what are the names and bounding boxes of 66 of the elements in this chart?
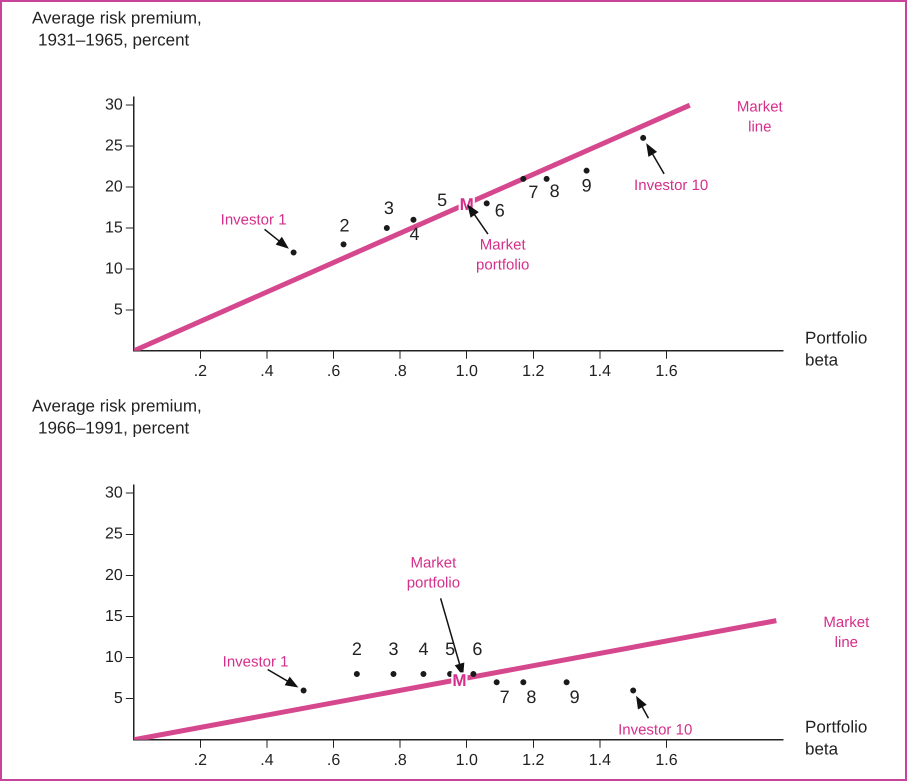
- y-tick-label: 5: [114, 690, 123, 708]
- x-tick-label: .8: [393, 362, 407, 380]
- annotation: 4: [418, 639, 428, 660]
- annotation: 4: [409, 224, 420, 244]
- y-axis-title: Average risk premium, 1931–1965, percent: [32, 8, 202, 50]
- y-axis-title: Average risk premium, 1966–1991, percent: [32, 396, 202, 438]
- point: [410, 216, 416, 223]
- y-tick-label: 20: [105, 566, 123, 584]
- x-tick-label: 1.0: [456, 362, 478, 380]
- y-tick-label: 30: [105, 96, 123, 114]
- annotation: 5: [445, 639, 456, 660]
- annotation: 9: [582, 176, 592, 196]
- x-tick-label: .6: [326, 752, 340, 769]
- x-tick-label: 1.4: [588, 752, 612, 769]
- y-tick-label: 25: [105, 138, 123, 155]
- y-tick-label: 30: [105, 484, 123, 502]
- x-tick-label: .2: [194, 752, 208, 769]
- annotation: Investor 1: [220, 212, 287, 229]
- annotation: Market portfolio: [476, 236, 530, 274]
- annotation: 6: [472, 639, 482, 660]
- annotation: Investor 1: [222, 654, 289, 671]
- annotation: Investor 10: [634, 177, 708, 194]
- x-tick-label: 1.0: [456, 752, 478, 769]
- annotation: 9: [570, 687, 580, 708]
- point: [544, 176, 550, 182]
- point: [584, 168, 590, 174]
- annotation: 8: [550, 180, 560, 201]
- y-tick-label: 25: [105, 526, 123, 543]
- annotation: 2: [352, 639, 362, 660]
- point: [520, 176, 526, 182]
- y-tick-label: 20: [105, 178, 123, 196]
- point: [640, 134, 646, 141]
- y-tick-label: 10: [105, 260, 123, 278]
- annotation: Market portfolio: [406, 554, 460, 592]
- annotation: 6: [494, 200, 505, 220]
- x-tick-label: 1.2: [522, 752, 545, 769]
- x-tick-label: 1.2: [522, 362, 545, 380]
- annotation: 3: [388, 639, 398, 660]
- y-tick-label: 10: [105, 649, 123, 666]
- annotation: 7: [528, 182, 538, 202]
- x-tick-label: 1.4: [588, 362, 612, 380]
- x-tick-label: .8: [393, 752, 407, 769]
- text: Market line: [823, 614, 870, 651]
- x-tick-label: .4: [260, 362, 274, 380]
- x-axis-title: Portfolio beta: [805, 717, 868, 758]
- annotation: 3: [384, 198, 394, 218]
- point: [290, 250, 297, 256]
- point: [340, 241, 347, 248]
- point: [384, 224, 390, 231]
- annotation: M: [452, 671, 466, 690]
- y-tick-label: 5: [114, 301, 123, 318]
- annotation: 7: [500, 687, 510, 708]
- annotation: 5: [437, 190, 448, 210]
- annotation: 8: [526, 687, 536, 708]
- y-tick-label: 15: [105, 608, 123, 625]
- x-tick-label: .2: [194, 362, 208, 380]
- point: [484, 200, 490, 206]
- x-tick-label: .6: [326, 362, 340, 380]
- annotation: Investor 10: [618, 722, 692, 739]
- text: Market line: [736, 98, 784, 136]
- x-axis-title: Portfolio beta: [805, 328, 868, 370]
- annotation: 2: [340, 215, 350, 236]
- x-tick-label: 1.6: [655, 752, 678, 769]
- x-tick-label: .4: [260, 752, 274, 769]
- x-tick-label: 1.6: [655, 362, 678, 380]
- y-tick-label: 15: [105, 219, 123, 236]
